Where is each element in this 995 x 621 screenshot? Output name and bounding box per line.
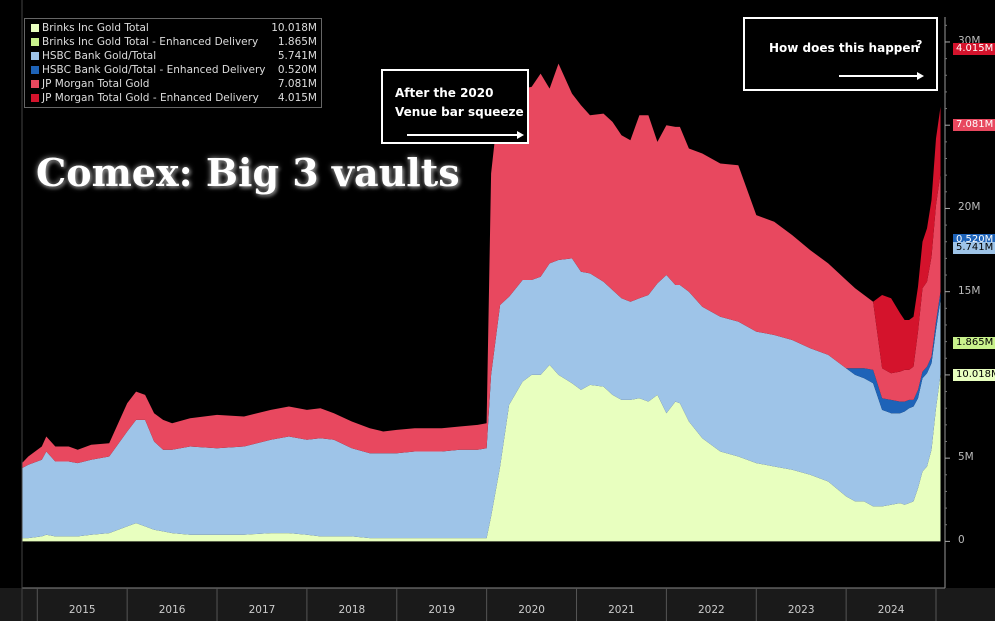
venue-annotation-line1: After the 2020 — [395, 86, 494, 100]
legend-swatch — [31, 38, 39, 46]
y-tick-label: 15M — [958, 284, 981, 297]
legend-entry: HSBC Bank Gold/Total 5.741M — [31, 50, 317, 63]
legend-swatch — [31, 24, 39, 32]
legend-value: 1.865M — [277, 36, 317, 48]
last-value-flag: 10.018M — [953, 368, 995, 381]
legend-swatch — [31, 94, 39, 102]
x-tick-label: 2020 — [518, 604, 545, 616]
legend-label: Brinks Inc Gold Total — [42, 22, 149, 34]
legend-entry: JP Morgan Total Gold - Enhanced Delivery… — [31, 92, 317, 105]
legend-entry: HSBC Bank Gold/Total - Enhanced Delivery… — [31, 64, 317, 77]
how-does-this-happen-annotation: How does this happen ? — [743, 17, 938, 91]
legend-value: 5.741M — [277, 50, 317, 62]
legend-label: HSBC Bank Gold/Total — [42, 50, 157, 62]
legend-swatch — [31, 66, 39, 74]
venue-arrow-head — [517, 131, 524, 139]
series-area-4 — [22, 63, 941, 469]
legend-label: Brinks Inc Gold Total - Enhanced Deliver… — [42, 36, 259, 48]
last-value-flag: 7.081M — [953, 119, 995, 132]
chart-overlay-title: Comex: Big 3 vaults — [36, 150, 460, 195]
legend: Brinks Inc Gold Total 10.018M Brinks Inc G… — [24, 18, 322, 108]
x-tick-label: 2016 — [158, 604, 186, 616]
x-tick-label: 2023 — [787, 604, 815, 616]
venue-squeeze-annotation: After the 2020 Venue bar squeeze — [381, 69, 529, 144]
x-tick-label: 2018 — [338, 604, 366, 616]
venue-annotation-line2: Venue bar squeeze — [395, 105, 524, 119]
legend-value: 10.018M — [271, 22, 317, 34]
x-tick-label: 2017 — [248, 604, 276, 616]
how-annotation-text: How does this happen — [769, 41, 920, 55]
x-tick-label: 2021 — [608, 604, 635, 616]
legend-swatch — [31, 80, 39, 88]
legend-label: JP Morgan Total Gold — [42, 78, 150, 90]
x-axis-band — [0, 588, 995, 621]
legend-label: JP Morgan Total Gold - Enhanced Delivery — [42, 92, 259, 104]
legend-entry: Brinks Inc Gold Total - Enhanced Deliver… — [31, 36, 317, 49]
how-arrow-head — [917, 72, 924, 80]
x-tick-label: 2015 — [68, 604, 96, 616]
legend-label: HSBC Bank Gold/Total - Enhanced Delivery — [42, 64, 266, 76]
last-value-flag: 4.015M — [953, 42, 995, 55]
y-tick-label: 20M — [958, 201, 981, 214]
x-tick-label: 2019 — [428, 604, 456, 616]
y-tick-label: 0 — [958, 534, 965, 547]
last-value-flag: 1.865M — [953, 337, 995, 350]
legend-value: 4.015M — [277, 92, 317, 104]
series-area-2 — [22, 258, 941, 539]
legend-value: 0.520M — [277, 64, 317, 76]
legend-swatch — [31, 52, 39, 60]
legend-entry: JP Morgan Total Gold 7.081M — [31, 78, 317, 91]
how-arrow-line — [839, 75, 917, 77]
last-value-flag: 5.741M — [953, 242, 995, 255]
how-annotation-qmark: ? — [916, 38, 923, 51]
x-tick-label: 2022 — [697, 604, 725, 616]
legend-entry: Brinks Inc Gold Total 10.018M — [31, 22, 317, 35]
x-tick-label: 2024 — [877, 604, 905, 616]
legend-value: 7.081M — [277, 78, 317, 90]
y-tick-label: 5M — [958, 451, 974, 464]
venue-arrow-line — [407, 134, 517, 136]
series-area-0 — [22, 364, 941, 542]
